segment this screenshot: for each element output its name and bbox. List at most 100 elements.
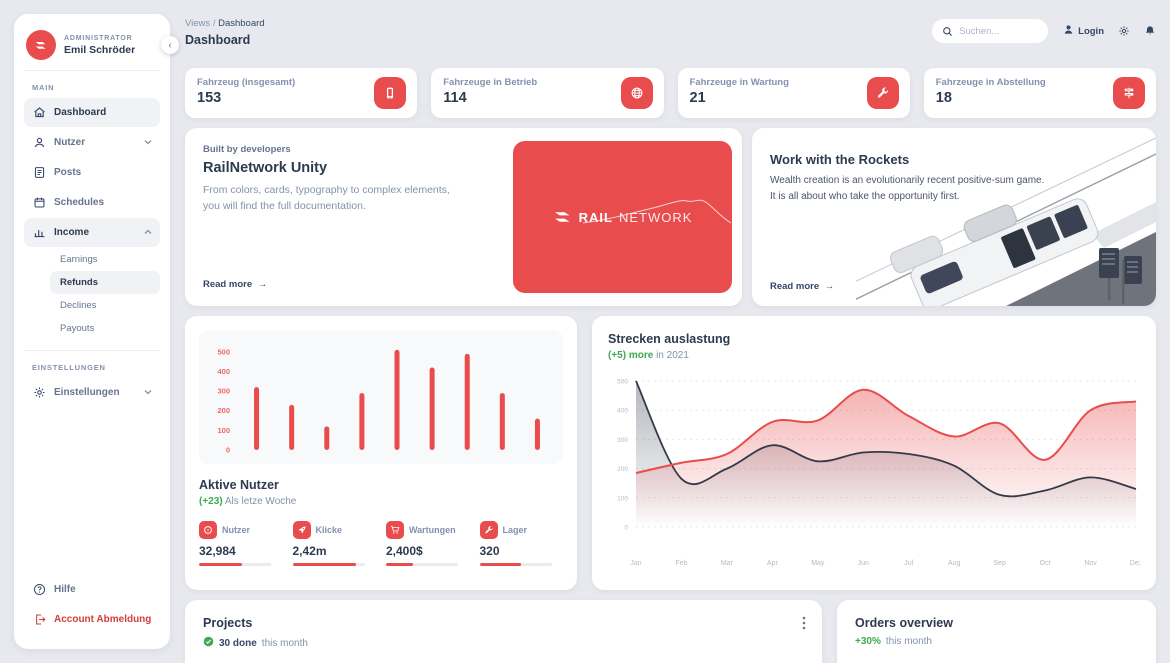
login-label: Login bbox=[1078, 25, 1104, 37]
progress-fill bbox=[292, 563, 356, 566]
bar-chart-panel: 0 100 200 300 400 500 bbox=[199, 330, 563, 464]
search-box[interactable] bbox=[931, 18, 1050, 44]
progress-fill bbox=[479, 563, 522, 566]
globe-icon bbox=[620, 77, 653, 109]
svg-text:0: 0 bbox=[226, 446, 230, 455]
wrench-icon bbox=[866, 77, 899, 109]
orders-delta-suffix: this month bbox=[885, 636, 932, 647]
bar-chart-icon bbox=[32, 226, 46, 240]
mini-stat-value: 32,984 bbox=[199, 544, 236, 558]
sidebar-item-label: Nutzer bbox=[54, 137, 86, 148]
search-input[interactable] bbox=[959, 25, 1040, 37]
bell-icon[interactable] bbox=[1144, 25, 1156, 37]
stat-card-fahrzeug-insgesamt[interactable]: Fahrzeug (insgesamt) 153 bbox=[185, 68, 418, 118]
mini-stat-value: 320 bbox=[479, 544, 500, 558]
svg-text:500: 500 bbox=[217, 347, 230, 356]
brand-light-text: NETWORK bbox=[618, 209, 693, 225]
chevron-up-icon bbox=[144, 227, 152, 238]
svg-text:Sep: Sep bbox=[993, 560, 1006, 567]
top-bar: Views / Dashboard Dashboard Login bbox=[185, 18, 1156, 54]
utilization-card: Strecken auslastung (+5) more in 2021 0 1… bbox=[592, 316, 1156, 590]
person-icon bbox=[1063, 24, 1074, 38]
login-button[interactable]: Login bbox=[1063, 24, 1104, 38]
projects-subtitle: 30 done this month bbox=[203, 636, 804, 650]
stat-label: Fahrzeuge in Wartung bbox=[689, 77, 789, 88]
home-icon bbox=[32, 106, 46, 120]
progress-track bbox=[292, 563, 365, 566]
stat-card-fahrzeuge-in-betrieb[interactable]: Fahrzeuge in Betrieb 114 bbox=[431, 68, 664, 118]
stat-label: Fahrzeuge in Betrieb bbox=[443, 77, 538, 88]
sidebar-item-einstellungen[interactable]: Einstellungen bbox=[24, 378, 160, 407]
projects-done-count: 30 done bbox=[219, 637, 257, 649]
projects-done-suffix: this month bbox=[261, 637, 308, 649]
progress-track bbox=[479, 563, 552, 566]
read-more-label: Read more bbox=[770, 281, 820, 292]
check-circle-icon bbox=[203, 636, 214, 650]
sidebar-item-logout[interactable]: Account Abmeldung bbox=[24, 605, 160, 634]
stat-value: 114 bbox=[443, 90, 467, 106]
sidebar-collapse-button[interactable]: ‹ bbox=[161, 36, 179, 54]
sidebar-item-hilfe[interactable]: Hilfe bbox=[24, 575, 160, 604]
rockets-body-line2: It is all about who take the opportunity… bbox=[770, 191, 960, 202]
progress-track bbox=[199, 563, 271, 566]
sidebar-item-schedules[interactable]: Schedules bbox=[24, 188, 160, 217]
sidebar-item-dashboard[interactable]: Dashboard bbox=[24, 98, 160, 127]
svg-text:Jan: Jan bbox=[630, 560, 641, 567]
sidebar-item-label: Account Abmeldung bbox=[54, 614, 152, 625]
submenu-label: Payouts bbox=[60, 323, 95, 334]
projects-title: Projects bbox=[203, 616, 253, 630]
breadcrumb-separator: / bbox=[212, 18, 216, 29]
rockets-card: Work with the Rockets Wealth creation is… bbox=[752, 128, 1156, 306]
rail-network-brand: RAIL NETWORK bbox=[553, 199, 731, 225]
rocket-icon bbox=[292, 521, 311, 539]
search-icon bbox=[942, 26, 953, 37]
sidebar-item-income[interactable]: Income bbox=[24, 218, 160, 247]
chevron-down-icon bbox=[144, 137, 152, 148]
mini-stat-nutzer: Nutzer 32,984 bbox=[199, 521, 283, 566]
breadcrumb: Views / Dashboard bbox=[185, 18, 1156, 29]
kebab-menu-icon[interactable] bbox=[802, 616, 806, 635]
utilization-area-chart: 0 100 200 300 400 500 Jan Feb Mar Apr May Jun Jul Aug… bbox=[617, 379, 1143, 568]
submenu-item-payouts[interactable]: Payouts bbox=[50, 317, 160, 340]
rockets-body: Wealth creation is an evolutionarily rec… bbox=[770, 173, 1138, 205]
svg-text:Aug: Aug bbox=[948, 560, 961, 567]
user-role-label: ADMINISTRATOR bbox=[64, 34, 133, 42]
mini-stat-label: Lager bbox=[502, 525, 528, 535]
disc-icon bbox=[199, 521, 217, 539]
sidebar-item-label: Dashboard bbox=[54, 107, 107, 118]
breadcrumb-root[interactable]: Views bbox=[185, 18, 211, 29]
submenu-item-refunds[interactable]: Refunds bbox=[50, 271, 160, 294]
settings-gear-icon[interactable] bbox=[1118, 25, 1130, 37]
train-illustration bbox=[856, 137, 1156, 306]
mini-stat-klicke: Klicke 2,42m bbox=[292, 521, 377, 566]
promo-read-more-link[interactable]: Read more → bbox=[203, 279, 724, 290]
stat-value: 18 bbox=[935, 90, 952, 106]
svg-text:Apr: Apr bbox=[767, 560, 779, 567]
stat-card-fahrzeuge-in-abstellung[interactable]: Fahrzeuge in Abstellung 18 bbox=[923, 68, 1156, 118]
sidebar-item-posts[interactable]: Posts bbox=[24, 158, 160, 187]
arrow-right-icon: → bbox=[257, 279, 268, 290]
svg-text:100: 100 bbox=[617, 495, 628, 502]
sidebar-item-nutzer[interactable]: Nutzer bbox=[24, 128, 160, 157]
submenu-item-earnings[interactable]: Earnings bbox=[50, 248, 160, 271]
document-icon bbox=[32, 166, 46, 180]
rockets-read-more-link[interactable]: Read more → bbox=[770, 281, 834, 292]
svg-text:200: 200 bbox=[217, 406, 230, 415]
sidebar-item-label: Posts bbox=[54, 167, 82, 178]
sidebar-item-label: Schedules bbox=[54, 197, 105, 208]
logout-icon bbox=[32, 613, 46, 627]
submenu-item-declines[interactable]: Declines bbox=[50, 294, 160, 317]
promo-body-line2: you will find the full documentation. bbox=[203, 200, 366, 213]
svg-text:0: 0 bbox=[624, 525, 628, 532]
promo-body-line1: From colors, cards, typography to comple… bbox=[203, 184, 450, 196]
progress-track bbox=[386, 563, 458, 566]
progress-fill bbox=[386, 563, 414, 566]
sidebar-user[interactable]: ADMINISTRATOR Emil Schröder bbox=[24, 28, 160, 71]
cart-icon bbox=[386, 521, 404, 539]
promo-eyebrow: Built by developers bbox=[203, 144, 291, 155]
sidebar: ‹ ADMINISTRATOR Emil Schröder MAIN Dashb… bbox=[14, 14, 179, 649]
stat-card-fahrzeuge-in-wartung[interactable]: Fahrzeuge in Wartung 21 bbox=[677, 68, 910, 118]
brand-logo bbox=[26, 30, 56, 60]
orders-overview-card: Orders overview +30% this month bbox=[837, 600, 1156, 663]
promo-body: From colors, cards, typography to comple… bbox=[203, 182, 724, 215]
